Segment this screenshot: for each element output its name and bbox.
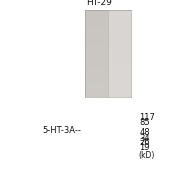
Bar: [85, 52, 108, 54]
Bar: [108, 21, 131, 23]
Bar: [108, 89, 131, 91]
Bar: [108, 95, 131, 97]
Bar: [85, 76, 108, 78]
Bar: [85, 26, 108, 28]
Bar: [85, 21, 108, 23]
Bar: [108, 93, 131, 95]
Text: 85: 85: [140, 118, 150, 127]
Bar: [85, 58, 108, 60]
Bar: [85, 45, 108, 47]
Text: 26: 26: [140, 138, 150, 147]
Bar: [85, 131, 107, 132]
Bar: [108, 23, 131, 26]
Bar: [85, 13, 108, 15]
Bar: [108, 32, 131, 34]
Bar: [85, 37, 108, 39]
Bar: [108, 30, 131, 32]
Bar: [85, 71, 108, 73]
Bar: [108, 41, 131, 43]
Bar: [108, 43, 131, 45]
Text: 117: 117: [140, 113, 155, 122]
Bar: [108, 13, 131, 15]
Bar: [85, 89, 108, 91]
Bar: [108, 47, 131, 50]
Bar: [85, 95, 108, 97]
Bar: [108, 37, 131, 39]
Bar: [85, 17, 108, 19]
Bar: [85, 93, 108, 95]
Bar: [85, 56, 108, 58]
Bar: [85, 84, 108, 86]
Bar: [85, 62, 108, 65]
Bar: [85, 41, 108, 43]
Bar: [108, 80, 131, 82]
Bar: [108, 76, 131, 78]
Bar: [108, 28, 131, 30]
Bar: [108, 58, 131, 60]
Bar: [108, 39, 131, 41]
Bar: [85, 69, 108, 71]
Bar: [85, 50, 108, 52]
Text: (kD): (kD): [139, 151, 155, 160]
Bar: [85, 54, 108, 56]
Bar: [108, 50, 131, 52]
Bar: [108, 62, 131, 65]
Bar: [85, 67, 108, 69]
Bar: [85, 23, 108, 26]
Bar: [108, 19, 131, 21]
Bar: [85, 43, 108, 45]
Bar: [108, 84, 131, 86]
Bar: [85, 28, 108, 30]
Bar: [85, 129, 107, 131]
Text: 5-HT-3A--: 5-HT-3A--: [42, 126, 81, 135]
Bar: [108, 73, 131, 76]
Bar: [108, 91, 131, 93]
Bar: [108, 54, 131, 56]
Text: 19: 19: [140, 143, 150, 152]
Bar: [85, 34, 108, 37]
Bar: [85, 15, 108, 17]
Bar: [108, 82, 131, 84]
Bar: [85, 78, 108, 80]
Bar: [108, 78, 131, 80]
Bar: [108, 67, 131, 69]
Bar: [85, 19, 108, 21]
Bar: [85, 65, 108, 67]
Bar: [85, 60, 108, 62]
Bar: [85, 10, 108, 97]
Bar: [108, 34, 131, 37]
Text: 34: 34: [140, 134, 150, 143]
Bar: [108, 56, 131, 58]
Bar: [85, 127, 107, 129]
Bar: [108, 71, 131, 73]
Bar: [85, 82, 108, 84]
Bar: [85, 80, 108, 82]
Bar: [108, 65, 131, 67]
Bar: [108, 10, 131, 97]
Bar: [108, 26, 131, 28]
Bar: [85, 73, 108, 76]
Bar: [108, 45, 131, 47]
Bar: [108, 60, 131, 62]
Bar: [108, 69, 131, 71]
Bar: [85, 91, 108, 93]
Bar: [85, 32, 108, 34]
Bar: [85, 47, 108, 50]
Text: HT-29: HT-29: [86, 0, 112, 7]
Bar: [85, 86, 108, 89]
Bar: [108, 86, 131, 89]
Text: 48: 48: [140, 128, 150, 137]
Bar: [85, 10, 108, 13]
Bar: [108, 52, 131, 54]
Bar: [108, 15, 131, 17]
Bar: [108, 10, 131, 13]
Bar: [85, 39, 108, 41]
Bar: [85, 30, 108, 32]
Bar: [108, 17, 131, 19]
